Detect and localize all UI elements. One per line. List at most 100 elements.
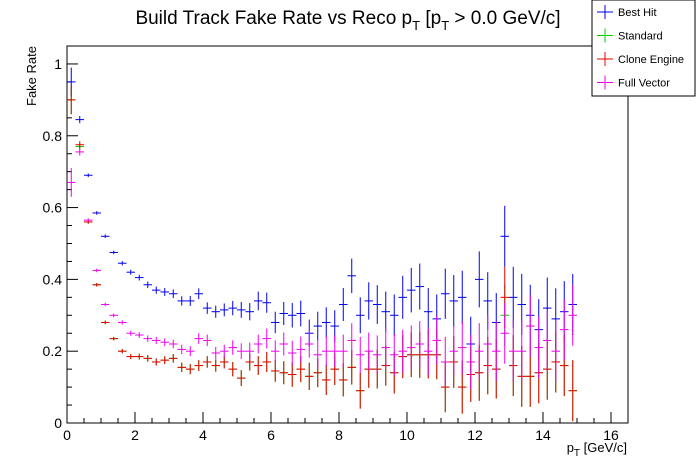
data-point [177,362,186,373]
legend-entry: Full Vector [597,75,670,90]
data-point [288,340,297,366]
data-point [135,353,144,360]
x-tick-label: 12 [467,427,483,443]
data-point [381,327,390,368]
data-point [135,274,144,281]
x-tick-label: 4 [199,427,207,443]
data-point [381,291,390,332]
data-point [509,266,518,328]
data-point [279,361,288,385]
chart-title: Build Track Fake Rate vs Reco pT [pT > 0… [135,8,560,33]
data-point [262,351,271,373]
data-point [500,205,509,267]
x-tick-label: 10 [399,427,415,443]
series-full-vector [67,148,577,390]
x-axis-label-sub: T [574,448,580,459]
data-point [526,295,535,357]
data-point [364,282,373,320]
y-tick-label: 0.6 [43,200,63,216]
data-point [228,300,237,316]
data-point [101,320,110,325]
title-sub-1: T [412,18,420,33]
legend-box [591,0,696,97]
data-point [373,285,382,324]
legend-entry: Standard [597,28,663,43]
plot-frame [66,45,629,424]
data-point [211,305,220,318]
title-mid: [p [420,8,441,29]
data-point [458,321,467,375]
legend-label: Best Hit [618,7,657,19]
data-point [186,346,195,357]
data-point [211,346,220,360]
data-point [390,294,399,337]
data-point [475,323,484,380]
data-point [160,356,169,365]
x-tick-label: 8 [335,427,343,443]
data-point [135,332,144,338]
title-tail: > 0.0 GeV/c] [449,8,560,29]
data-point [194,360,203,371]
data-point [500,302,509,364]
data-point [305,330,314,358]
data-point [220,355,229,369]
legend-entry: Best Hit [597,5,657,19]
data-point [492,321,501,381]
data-point [109,313,118,318]
data-point [432,316,441,365]
data-point [75,148,84,156]
data-point [313,340,322,370]
data-point [407,267,416,313]
data-point [568,284,577,346]
data-point [415,263,424,310]
data-point [339,363,348,397]
data-point [441,336,450,388]
tick-labels: 0 2 4 6 8 10 12 14 16 0 0.2 0.4 0.6 0.8 1 [43,56,619,443]
data-point [466,334,475,390]
data-point [424,327,433,375]
data-point [254,334,263,354]
axis-ticks [66,45,612,424]
x-axis-label-main: p [567,440,574,455]
data-point [211,359,220,372]
legend-entries: Best Hit Standard Clone Engine Full Vector [597,5,684,90]
title-main: Build Track Fake Rate vs Reco p [135,8,412,29]
data-point [84,218,93,222]
data-point [152,336,161,345]
data-point [296,300,305,327]
data-point [160,287,169,296]
data-point [254,356,263,375]
data-point [237,370,246,387]
data-point [143,281,152,288]
data-point [271,311,280,334]
data-point [356,372,365,409]
data-point [237,302,246,318]
y-axis-label: Fake Rate [24,46,39,106]
data-point [356,336,365,373]
data-point [75,116,84,124]
data-point [169,354,178,363]
data-point [186,295,195,306]
data-point [483,315,492,373]
data-point [271,360,280,382]
data-point [101,234,110,239]
data-point [220,344,229,358]
data-point [449,325,458,378]
data-point [390,333,399,376]
data-point [152,286,161,294]
data-point [126,269,135,275]
data-point [398,329,407,373]
y-tick-label: 0.4 [43,271,63,287]
data-point [203,356,212,368]
data-point [551,320,560,382]
data-point [279,302,288,325]
x-tick-label: 14 [535,427,551,443]
y-tick-label: 1 [54,56,62,72]
data-point [288,362,297,387]
data-point [560,299,569,361]
y-tick-label: 0 [54,415,62,431]
data-point [194,288,203,300]
data-point [568,360,577,422]
